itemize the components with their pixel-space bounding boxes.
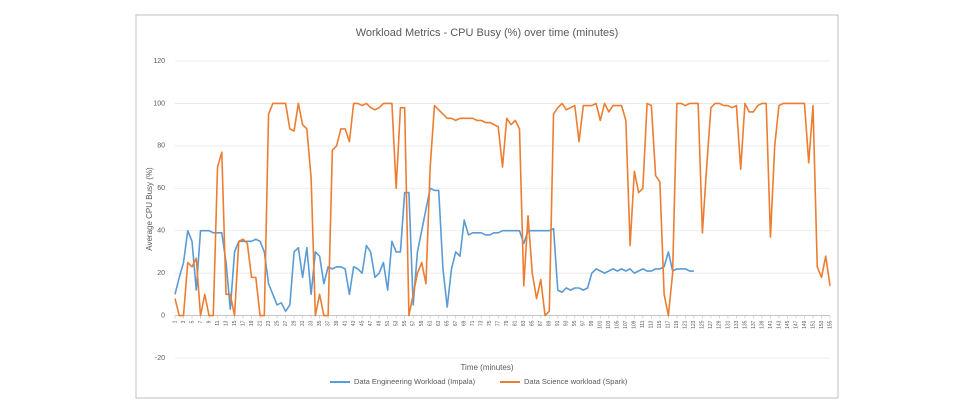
x-tick-label: 7 <box>198 320 204 323</box>
x-tick-label: 139 <box>759 320 765 329</box>
x-tick-label: 65 <box>445 320 451 326</box>
x-tick-label: 19 <box>249 320 255 326</box>
x-tick-label: 53 <box>393 320 399 326</box>
x-axis-label: Time (minutes) <box>460 363 513 372</box>
x-tick-label: 47 <box>368 320 374 326</box>
legend-label: Data Science workload (Spark) <box>524 377 628 386</box>
x-tick-label: 127 <box>708 320 714 329</box>
x-tick-label: 75 <box>487 320 493 326</box>
x-tick-label: 63 <box>436 320 442 326</box>
x-tick-label: 115 <box>657 320 663 328</box>
x-tick-label: 23 <box>266 320 272 326</box>
x-tick-label: 69 <box>462 320 468 326</box>
x-tick-label: 13 <box>223 320 229 326</box>
x-tick-label: 89 <box>547 320 553 326</box>
x-tick-label: 71 <box>470 320 476 326</box>
x-tick-label: 93 <box>564 320 570 326</box>
x-tick-label: 41 <box>342 320 348 326</box>
x-tick-label: 155 <box>827 320 833 329</box>
x-tick-label: 107 <box>623 320 629 329</box>
series-line <box>174 187 694 313</box>
y-tick-label: 100 <box>153 100 165 107</box>
y-tick-label: 40 <box>157 228 165 235</box>
x-tick-label: 145 <box>785 320 791 329</box>
x-tick-label: 15 <box>232 320 238 326</box>
x-tick-label: 117 <box>666 320 672 328</box>
x-tick-label: 111 <box>640 320 646 328</box>
y-tick-label: 20 <box>157 270 165 277</box>
x-tick-label: 81 <box>513 320 519 326</box>
x-tick-label: 67 <box>453 320 459 326</box>
x-tick-label: 125 <box>700 320 706 329</box>
legend-label: Data Engineering Workload (Impala) <box>354 377 476 386</box>
x-tick-label: 121 <box>683 320 689 329</box>
x-tick-label: 3 <box>181 320 187 323</box>
y-axis-label: Average CPU Busy (%) <box>145 167 154 251</box>
x-tick-label: 131 <box>725 320 731 329</box>
y-tick-label: -20 <box>155 355 165 362</box>
chart-frame <box>135 14 839 399</box>
x-tick-label: 137 <box>751 320 757 329</box>
x-tick-label: 27 <box>283 320 289 326</box>
x-tick-label: 151 <box>810 320 816 329</box>
x-tick-label: 49 <box>376 320 382 326</box>
y-tick-label: 0 <box>161 312 165 319</box>
x-tick-label: 9 <box>206 320 212 323</box>
x-tick-label: 83 <box>521 320 527 326</box>
x-tick-label: 101 <box>598 320 604 329</box>
x-tick-label: 141 <box>768 320 774 329</box>
x-tick-label: 43 <box>351 320 357 326</box>
x-tick-label: 105 <box>615 320 621 329</box>
x-tick-label: 143 <box>776 320 782 329</box>
x-tick-label: 91 <box>555 320 561 326</box>
x-tick-label: 73 <box>479 320 485 326</box>
x-tick-label: 55 <box>402 320 408 326</box>
x-tick-label: 129 <box>717 320 723 329</box>
x-tick-label: 87 <box>538 320 544 326</box>
series-line <box>174 102 831 317</box>
x-tick-label: 11 <box>215 320 221 325</box>
x-tick-label: 149 <box>802 320 808 329</box>
x-tick-label: 153 <box>819 320 825 329</box>
x-tick-label: 37 <box>325 320 331 326</box>
x-tick-label: 29 <box>291 320 297 326</box>
x-tick-label: 77 <box>496 320 502 326</box>
x-tick-label: 21 <box>257 320 263 326</box>
x-tick-label: 135 <box>742 320 748 329</box>
x-tick-label: 45 <box>359 320 365 326</box>
y-tick-label: 80 <box>157 143 165 150</box>
x-tick-label: 57 <box>411 320 417 326</box>
x-tick-label: 31 <box>300 320 306 326</box>
x-tick-label: 79 <box>504 320 510 326</box>
y-tick-label: 120 <box>153 58 165 65</box>
x-tick-label: 109 <box>632 320 638 329</box>
x-tick-label: 35 <box>317 320 323 326</box>
x-tick-label: 33 <box>308 320 314 326</box>
x-tick-label: 113 <box>649 320 655 328</box>
y-tick-label: 60 <box>157 185 165 192</box>
x-tick-label: 59 <box>419 320 425 326</box>
x-tick-label: 97 <box>581 320 587 326</box>
x-tick-label: 39 <box>334 320 340 326</box>
x-tick-label: 123 <box>691 320 697 329</box>
chart-title: Workload Metrics - CPU Busy (%) over tim… <box>356 27 619 39</box>
x-tick-label: 103 <box>606 320 612 329</box>
x-tick-label: 99 <box>589 320 595 326</box>
x-tick-label: 95 <box>572 320 578 326</box>
x-tick-label: 25 <box>274 320 280 326</box>
x-tick-label: 51 <box>385 320 391 326</box>
x-tick-label: 133 <box>734 320 740 329</box>
x-tick-label: 85 <box>530 320 536 326</box>
x-tick-label: 119 <box>674 320 680 328</box>
x-tick-label: 61 <box>428 320 434 326</box>
x-tick-label: 5 <box>189 320 195 323</box>
x-tick-label: 1 <box>172 320 178 323</box>
x-tick-label: 147 <box>793 320 799 329</box>
x-tick-label: 17 <box>240 320 246 326</box>
